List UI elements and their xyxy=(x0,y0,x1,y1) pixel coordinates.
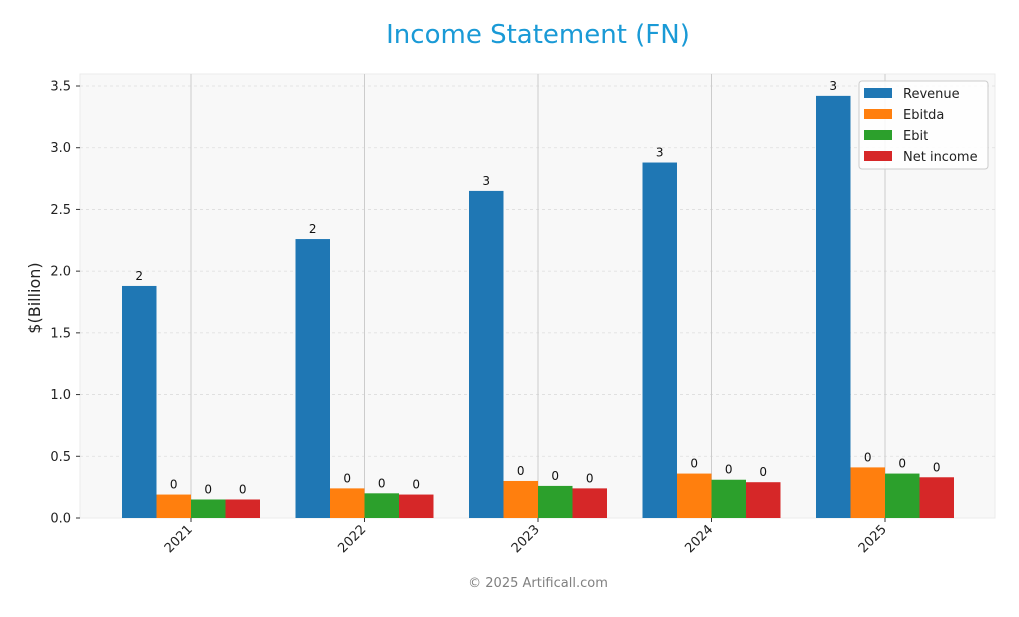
bar-ebit xyxy=(885,473,920,518)
legend-swatch xyxy=(864,109,892,119)
bar-ebitda xyxy=(850,467,885,518)
category-grid-lines xyxy=(190,74,886,518)
bar-value-label: 0 xyxy=(586,471,594,485)
x-tick-label: 2022 xyxy=(335,522,369,556)
x-tick-label: 2021 xyxy=(162,522,196,556)
bar-ebitda xyxy=(156,494,191,518)
legend-swatch xyxy=(864,151,892,161)
bar-revenue xyxy=(469,190,504,518)
bar-value-label: 0 xyxy=(378,476,386,490)
legend-swatch xyxy=(864,130,892,140)
bar-net-income xyxy=(919,477,954,518)
y-tick-label: 3.5 xyxy=(50,80,71,95)
bar-value-label: 3 xyxy=(656,146,664,160)
legend-swatch xyxy=(864,88,892,98)
y-tick-label: 2.0 xyxy=(50,265,71,280)
bar-value-label: 0 xyxy=(690,457,698,471)
bar-ebitda xyxy=(330,488,365,518)
bar-value-label: 0 xyxy=(517,464,525,478)
legend: Revenue Ebitda Ebit Net income xyxy=(858,80,989,170)
bar-value-label: 3 xyxy=(482,174,490,188)
bar-ebitda xyxy=(677,473,712,518)
bar-value-label: 0 xyxy=(551,469,559,483)
y-tick-label: 0.5 xyxy=(50,450,71,465)
bar-value-label: 0 xyxy=(759,465,767,479)
bar-ebit xyxy=(538,485,573,518)
y-axis: 0.0 0.5 1.0 1.5 2.0 2.5 3.0 3.5 xyxy=(50,80,80,527)
bar-value-label: 3 xyxy=(829,79,837,93)
copyright-footer: © 2025 Artificall.com xyxy=(468,576,608,591)
bar-ebitda xyxy=(503,480,538,518)
bar-ebit xyxy=(711,479,746,518)
bar-revenue xyxy=(122,285,157,518)
legend-label: Ebit xyxy=(903,129,928,144)
bar-net-income xyxy=(399,494,434,518)
y-axis-label: $(Billion) xyxy=(25,262,44,333)
bar-value-label: 0 xyxy=(864,450,872,464)
bar-revenue xyxy=(642,162,677,519)
bar-value-label: 2 xyxy=(309,222,317,236)
bar-net-income xyxy=(572,488,607,518)
legend-label: Ebitda xyxy=(903,108,944,123)
bar-value-label: 0 xyxy=(204,482,212,496)
x-tick-label: 2025 xyxy=(856,522,890,556)
bar-value-label: 0 xyxy=(343,471,351,485)
legend-label: Revenue xyxy=(903,87,960,102)
x-tick-label: 2024 xyxy=(682,522,716,556)
y-tick-label: 2.5 xyxy=(50,203,71,218)
bar-value-label: 0 xyxy=(239,482,247,496)
legend-box xyxy=(858,80,989,170)
bar-value-label: 0 xyxy=(898,457,906,471)
bar-value-labels: 2 2 3 3 3 0 0 0 0 0 0 0 0 0 0 0 0 0 0 0 xyxy=(135,79,940,497)
bar-revenue xyxy=(816,95,851,519)
bar-value-label: 0 xyxy=(170,478,178,492)
bar-net-income xyxy=(746,482,781,518)
bar-value-label: 0 xyxy=(933,460,941,474)
legend-label: Net income xyxy=(903,150,978,165)
y-tick-label: 3.0 xyxy=(50,141,71,156)
bar-value-label: 0 xyxy=(412,478,420,492)
bar-net-income xyxy=(225,499,260,518)
chart-title: Income Statement (FN) xyxy=(386,20,690,50)
x-tick-label: 2023 xyxy=(509,522,543,556)
y-tick-label: 1.5 xyxy=(50,326,71,341)
y-tick-label: 0.0 xyxy=(50,512,71,527)
y-tick-label: 1.0 xyxy=(50,388,71,403)
bar-ebit xyxy=(364,493,399,518)
x-axis: 2021 2022 2023 2024 2025 xyxy=(162,518,890,556)
bars xyxy=(122,95,954,519)
bar-value-label: 0 xyxy=(725,463,733,477)
bar-ebit xyxy=(191,499,226,518)
bar-value-label: 2 xyxy=(135,269,143,283)
bar-revenue xyxy=(295,239,330,518)
